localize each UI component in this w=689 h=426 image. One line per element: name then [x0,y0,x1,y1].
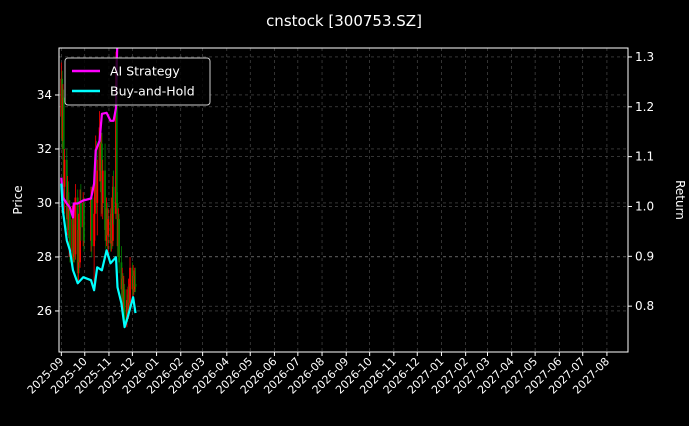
candle-body [134,283,137,287]
candle-body [69,208,71,252]
legend-label-ai-strategy: AI Strategy [110,64,180,79]
legend-label-buy-and-hold: Buy-and-Hold [110,84,195,99]
candle-body [107,219,110,236]
chart-title: cnstock [300753.SZ] [266,12,422,30]
candle-body [118,219,121,263]
candle-body [62,97,65,187]
y2-tick-label: 1.1 [635,150,654,164]
candle-body [90,197,93,247]
legend: AI Strategy Buy-and-Hold [64,57,211,106]
y2-tick-label: 0.9 [635,249,654,263]
candle-body [96,170,99,203]
candle-body [104,170,106,230]
candle-body [93,213,96,247]
legend-box [64,57,211,106]
candle-body [112,186,115,214]
y-axis-label-left: Price [11,185,25,214]
candle-body [129,267,131,303]
series-line-ai-strategy [60,48,119,219]
y-tick-label: 34 [37,88,52,102]
y2-tick-label: 1.2 [635,100,654,114]
y2-tick-label: 1.0 [635,199,654,213]
series-line-buy-and-hold [60,183,137,329]
candle-body [115,67,118,203]
candle-body [74,197,77,255]
plot-frame [58,47,629,353]
y2-tick-label: 1.3 [635,50,654,64]
candle-body [79,202,82,228]
y-axis-label-right: Return [673,180,687,220]
candle-body [94,186,96,214]
candle-body [123,289,126,322]
y-tick-label: 30 [37,196,52,210]
y-tick-label: 32 [37,142,52,156]
candle-body [65,159,68,220]
y2-tick-label: 0.8 [635,299,654,313]
candle-body [79,202,81,263]
candle-body [63,159,66,187]
candle-body [133,275,135,290]
candle-body [120,262,123,290]
candle-body [101,170,104,203]
return-lines [60,48,137,329]
y-tick-label: 28 [37,250,52,264]
y-tick-label: 26 [37,304,52,318]
candle-body [83,202,85,241]
